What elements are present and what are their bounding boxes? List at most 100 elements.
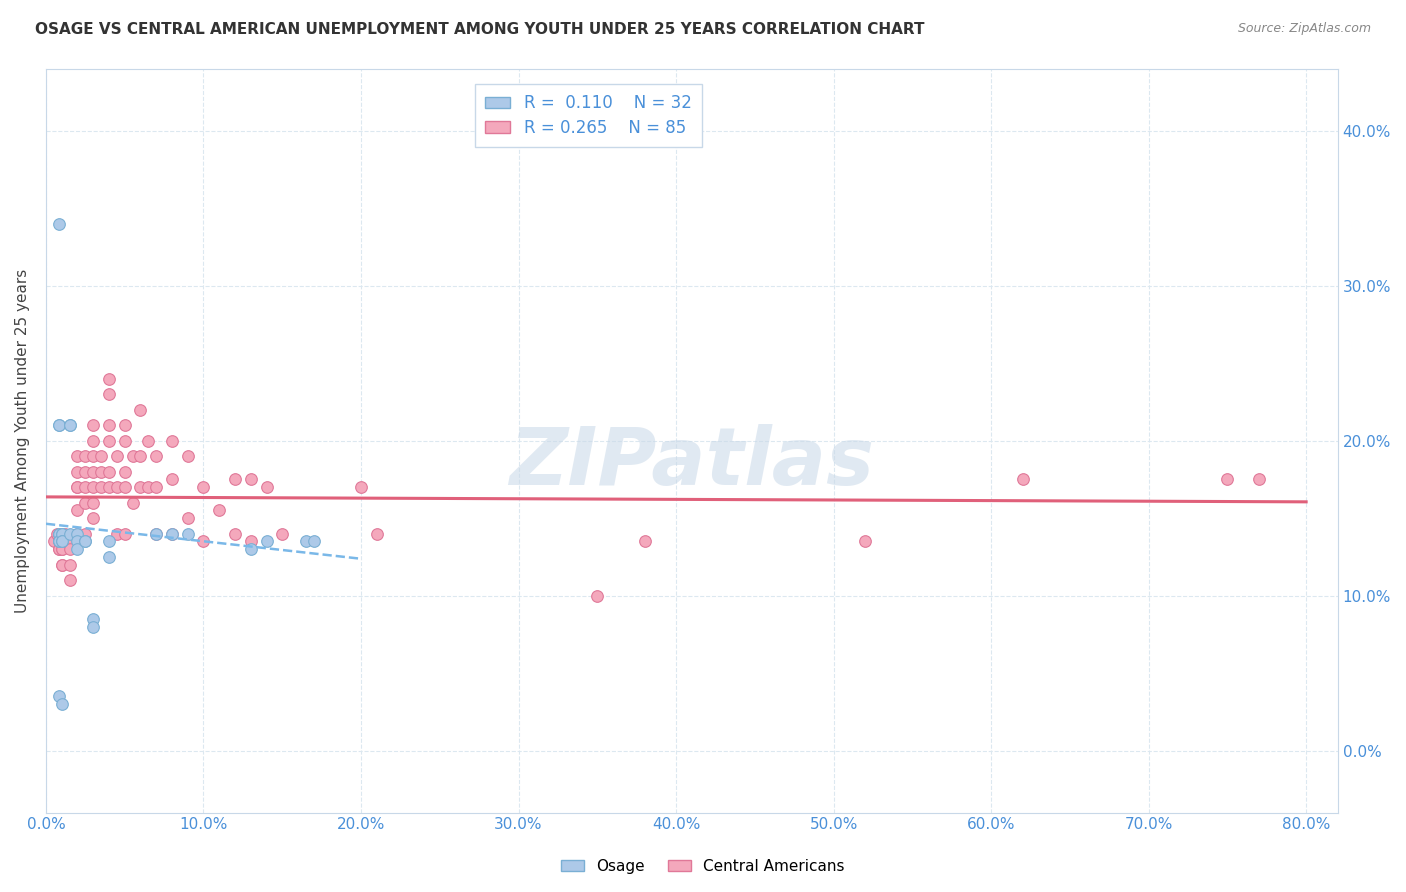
- Central Americans: [224, 526, 246, 541]
- Central Americans: [66, 449, 89, 463]
- Central Americans: [138, 480, 160, 494]
- Central Americans: [90, 449, 112, 463]
- Central Americans: [75, 526, 97, 541]
- Central Americans: [53, 526, 76, 541]
- Osage: [295, 534, 318, 549]
- Osage: [59, 417, 82, 432]
- Central Americans: [53, 534, 76, 549]
- Central Americans: [129, 449, 152, 463]
- Central Americans: [177, 511, 200, 525]
- Central Americans: [66, 465, 89, 479]
- Osage: [48, 417, 70, 432]
- Central Americans: [42, 534, 65, 549]
- Central Americans: [633, 534, 655, 549]
- Central Americans: [256, 480, 278, 494]
- Osage: [51, 526, 73, 541]
- Osage: [75, 534, 97, 549]
- Legend: R =  0.110    N = 32, R = 0.265    N = 85: R = 0.110 N = 32, R = 0.265 N = 85: [475, 84, 702, 147]
- Central Americans: [66, 526, 89, 541]
- Central Americans: [208, 503, 231, 517]
- Central Americans: [48, 534, 70, 549]
- Osage: [302, 534, 325, 549]
- Central Americans: [82, 449, 104, 463]
- Central Americans: [75, 465, 97, 479]
- Central Americans: [586, 589, 609, 603]
- Legend: Osage, Central Americans: Osage, Central Americans: [555, 853, 851, 880]
- Central Americans: [75, 480, 97, 494]
- Osage: [48, 690, 70, 704]
- Central Americans: [1216, 472, 1239, 486]
- Central Americans: [145, 526, 167, 541]
- Central Americans: [138, 434, 160, 448]
- Central Americans: [82, 465, 104, 479]
- Central Americans: [129, 402, 152, 417]
- Osage: [59, 417, 82, 432]
- Central Americans: [66, 480, 89, 494]
- Central Americans: [193, 534, 215, 549]
- Text: ZIPatlas: ZIPatlas: [509, 424, 875, 502]
- Central Americans: [114, 417, 136, 432]
- Osage: [82, 612, 104, 626]
- Central Americans: [51, 534, 73, 549]
- Central Americans: [350, 480, 373, 494]
- Osage: [48, 417, 70, 432]
- Central Americans: [51, 542, 73, 557]
- Central Americans: [1247, 472, 1270, 486]
- Central Americans: [90, 480, 112, 494]
- Text: OSAGE VS CENTRAL AMERICAN UNEMPLOYMENT AMONG YOUTH UNDER 25 YEARS CORRELATION CH: OSAGE VS CENTRAL AMERICAN UNEMPLOYMENT A…: [35, 22, 925, 37]
- Central Americans: [98, 434, 121, 448]
- Central Americans: [114, 526, 136, 541]
- Central Americans: [177, 449, 200, 463]
- Central Americans: [66, 480, 89, 494]
- Central Americans: [121, 495, 143, 509]
- Central Americans: [271, 526, 294, 541]
- Osage: [51, 534, 73, 549]
- Central Americans: [129, 480, 152, 494]
- Central Americans: [59, 558, 82, 572]
- Central Americans: [105, 480, 128, 494]
- Central Americans: [75, 495, 97, 509]
- Osage: [51, 697, 73, 711]
- Osage: [48, 526, 70, 541]
- Central Americans: [51, 558, 73, 572]
- Osage: [48, 534, 70, 549]
- Central Americans: [145, 480, 167, 494]
- Osage: [66, 526, 89, 541]
- Central Americans: [59, 573, 82, 587]
- Central Americans: [98, 387, 121, 401]
- Central Americans: [98, 417, 121, 432]
- Central Americans: [121, 449, 143, 463]
- Central Americans: [51, 542, 73, 557]
- Central Americans: [105, 449, 128, 463]
- Central Americans: [98, 465, 121, 479]
- Central Americans: [75, 449, 97, 463]
- Osage: [48, 526, 70, 541]
- Osage: [239, 542, 262, 557]
- Osage: [51, 526, 73, 541]
- Central Americans: [98, 480, 121, 494]
- Osage: [98, 549, 121, 564]
- Central Americans: [51, 558, 73, 572]
- Central Americans: [105, 526, 128, 541]
- Osage: [160, 526, 183, 541]
- Osage: [98, 534, 121, 549]
- Central Americans: [82, 511, 104, 525]
- Central Americans: [160, 526, 183, 541]
- Text: Source: ZipAtlas.com: Source: ZipAtlas.com: [1237, 22, 1371, 36]
- Central Americans: [160, 472, 183, 486]
- Central Americans: [366, 526, 388, 541]
- Central Americans: [48, 534, 70, 549]
- Y-axis label: Unemployment Among Youth under 25 years: Unemployment Among Youth under 25 years: [15, 268, 30, 613]
- Central Americans: [48, 526, 70, 541]
- Central Americans: [82, 495, 104, 509]
- Central Americans: [46, 526, 69, 541]
- Central Americans: [48, 542, 70, 557]
- Osage: [256, 534, 278, 549]
- Central Americans: [853, 534, 876, 549]
- Central Americans: [224, 472, 246, 486]
- Central Americans: [114, 434, 136, 448]
- Central Americans: [145, 449, 167, 463]
- Osage: [48, 534, 70, 549]
- Central Americans: [160, 434, 183, 448]
- Central Americans: [193, 480, 215, 494]
